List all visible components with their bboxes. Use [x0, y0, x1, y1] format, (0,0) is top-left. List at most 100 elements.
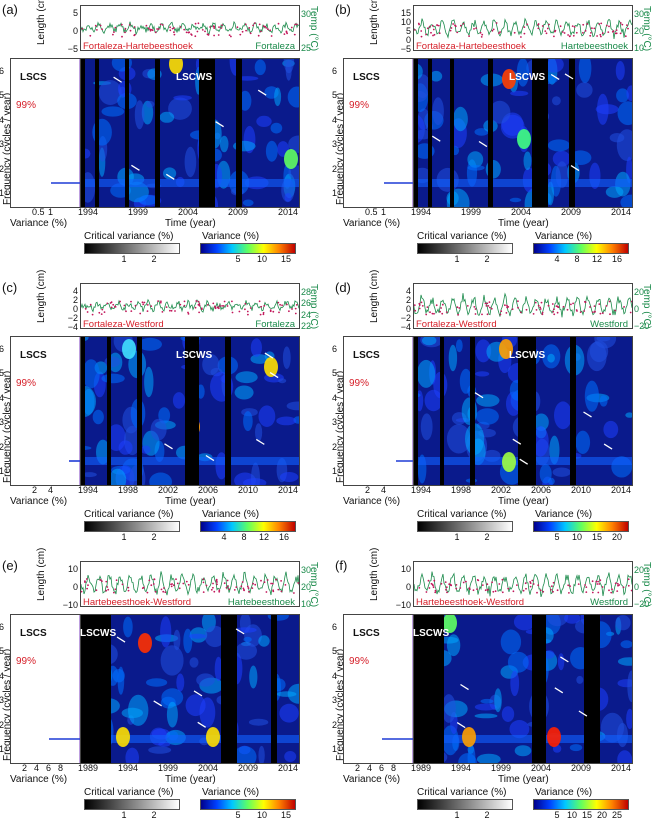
length-point: [596, 35, 598, 37]
length-point: [598, 583, 601, 585]
length-point: [458, 307, 461, 309]
variance-axis-label: Variance (%): [10, 218, 68, 229]
length-tick: 10: [400, 564, 411, 574]
length-point: [183, 28, 186, 31]
arrow-marker: [564, 73, 574, 80]
length-point: [600, 22, 603, 25]
length-point: [594, 311, 596, 313]
figure-panel: (c) Length (cm) 4 2 0 −2 −4 Fortaleza-Westfo…: [0, 270, 332, 555]
critical-colorbar-title: Critical variance (%): [84, 509, 174, 520]
time-tick: 2009: [237, 763, 259, 773]
spectrum-blob: [173, 95, 192, 101]
spectrum-blob: [168, 97, 192, 120]
frequency-tick: 1: [0, 744, 5, 754]
arrow-marker: [570, 165, 580, 172]
length-point: [420, 30, 423, 32]
length-point: [105, 589, 108, 592]
length-point: [437, 24, 440, 27]
length-point: [608, 300, 611, 303]
baseline-label: Fortaleza-Hartebeesthoek: [83, 41, 193, 52]
length-point: [160, 300, 162, 303]
length-point: [128, 24, 131, 26]
temperature-series: [414, 17, 632, 39]
spectrum-blob: [455, 339, 463, 353]
length-point: [609, 313, 611, 316]
length-axis-label: Length (cm): [369, 0, 380, 45]
length-point: [499, 31, 501, 33]
time-series-svg: [81, 571, 299, 596]
colorbar-tick: 10: [566, 810, 578, 820]
length-point: [286, 303, 288, 306]
length-point: [247, 587, 250, 589]
masked-gap: [199, 59, 215, 207]
spectrum-blob: [625, 412, 632, 418]
variance-colorbar: [200, 799, 296, 810]
arrow-marker: [197, 721, 207, 728]
masked-gap: [125, 59, 129, 207]
length-point: [113, 31, 115, 33]
lscws-label: LSCWS: [176, 350, 213, 361]
time-series-plot: [413, 561, 633, 607]
spectrum-blob: [258, 745, 265, 763]
length-point: [202, 581, 205, 584]
spectrum-blob: [617, 657, 632, 666]
masked-gap: [570, 337, 576, 485]
length-point: [120, 23, 123, 26]
length-point: [537, 23, 540, 26]
length-point: [86, 311, 89, 313]
spectrum-peak: [264, 357, 278, 377]
frequency-tick: 6: [332, 621, 338, 632]
spectrum-blob: [92, 409, 104, 425]
length-point: [245, 29, 248, 32]
length-point: [130, 300, 132, 303]
length-point: [95, 589, 98, 592]
frequency-ticks: 1 2 3 4 5 6: [332, 58, 343, 206]
length-point: [457, 313, 459, 316]
time-tick: 2002: [490, 485, 512, 495]
length-point: [499, 313, 502, 316]
masked-gap: [488, 59, 493, 207]
length-point: [101, 308, 104, 311]
critical-tick: 2: [484, 254, 490, 264]
spectrum-peak: [517, 129, 531, 149]
arrow-marker: [603, 443, 613, 450]
length-tick: 0: [405, 35, 411, 45]
length-point: [525, 587, 527, 590]
time-tick: 1989: [410, 763, 432, 773]
frequency-tick: 4: [0, 114, 5, 125]
masked-gap: [81, 337, 85, 485]
time-ticks: 1989 1994 1999 2004 2009 2014: [410, 763, 631, 773]
length-point: [455, 587, 458, 590]
spectrum-blob: [287, 86, 299, 108]
time-tick: 2002: [157, 485, 179, 495]
length-point: [556, 311, 559, 314]
spectrum-blob: [510, 90, 529, 96]
arrow-marker: [512, 438, 522, 445]
frequency-tick: 2: [0, 719, 5, 730]
station-label: Hartebeesthoek: [227, 597, 295, 608]
spectrum-blob: [609, 133, 625, 143]
colorbar-tick: 10: [256, 254, 268, 264]
frequency-tick: 1: [0, 188, 5, 198]
length-point: [221, 24, 224, 26]
spectrum-blob: [430, 70, 443, 82]
length-point: [241, 581, 244, 583]
colorbar-tick: 10: [571, 532, 583, 542]
length-point: [617, 584, 619, 587]
length-point: [187, 313, 190, 315]
length-tick: 10: [400, 17, 411, 27]
length-point: [277, 588, 280, 591]
lscws-label: LSCWS: [413, 628, 450, 639]
spectrum-blob: [270, 122, 283, 134]
spectrum-blob: [599, 395, 608, 407]
arrow-marker: [131, 164, 140, 171]
time-ticks: 1994 1999 2004 2009 2014: [411, 207, 631, 217]
length-point: [487, 305, 490, 307]
colorbar-tick: 4: [221, 532, 227, 542]
length-ticks: 4 2 0 −2 −4: [393, 283, 411, 332]
frequency-tick: 5: [332, 646, 338, 656]
length-point: [151, 29, 154, 32]
length-point: [119, 300, 121, 303]
length-point: [173, 27, 175, 29]
